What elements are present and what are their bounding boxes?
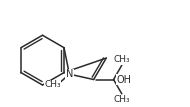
Text: CH₃: CH₃ — [114, 55, 130, 64]
Text: CH₃: CH₃ — [44, 80, 61, 89]
Text: OH: OH — [117, 74, 132, 85]
Text: N: N — [66, 69, 73, 79]
Text: CH₃: CH₃ — [114, 95, 130, 104]
